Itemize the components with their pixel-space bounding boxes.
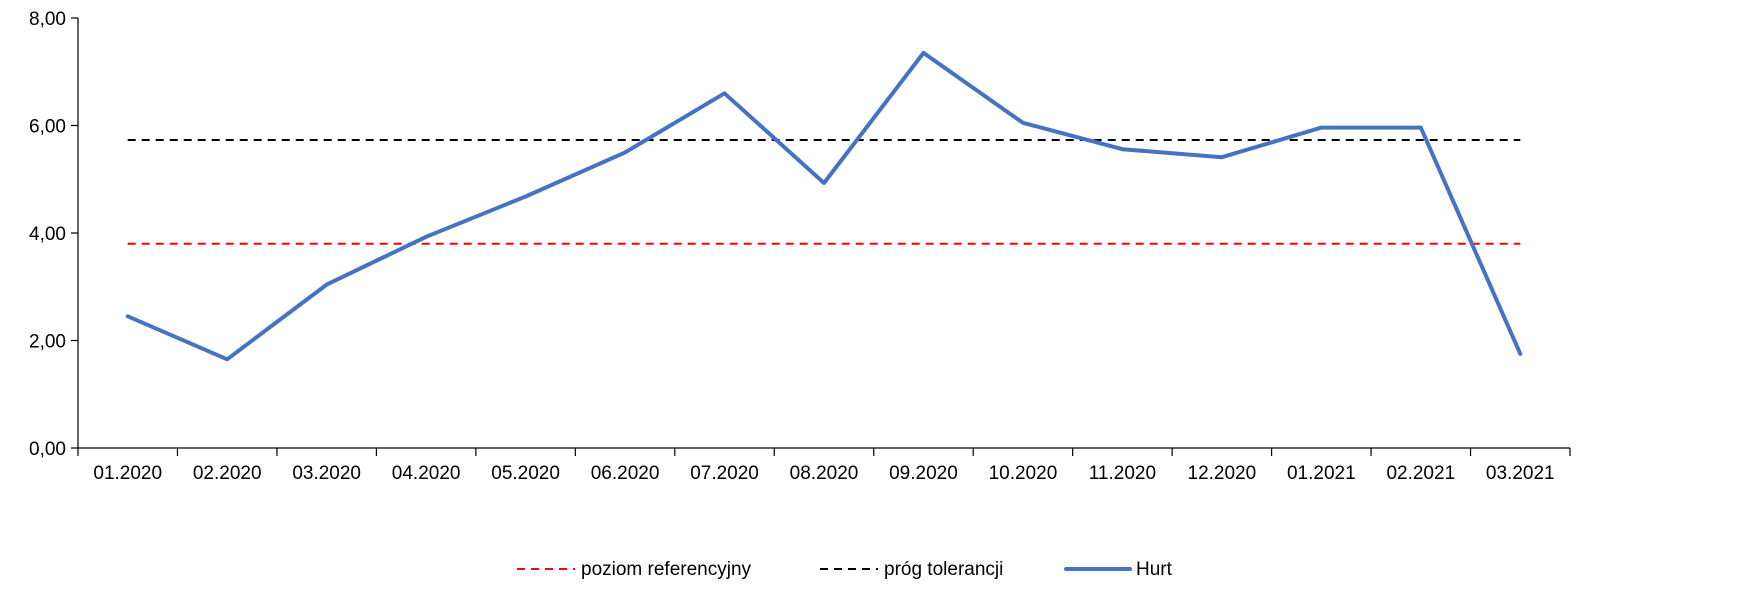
y-tick-label: 2,00 <box>29 332 66 353</box>
x-tick-label: 01.2020 <box>93 463 162 484</box>
y-tick-label: 8,00 <box>29 9 66 30</box>
y-tick-label: 0,00 <box>29 439 66 460</box>
x-tick-label: 03.2021 <box>1486 463 1555 484</box>
x-tick-label: 10.2020 <box>989 463 1058 484</box>
x-tick-label: 09.2020 <box>889 463 958 484</box>
legend-label-1: próg tolerancji <box>884 559 1003 580</box>
x-tick-label: 12.2020 <box>1188 463 1257 484</box>
axes: 0,00 2,00 4,00 6,00 8,00 01.2020 02.2020 03.202… <box>29 9 1571 484</box>
series-layer <box>125 50 1523 362</box>
x-tick-label: 03.2020 <box>292 463 361 484</box>
legend-label-2: Hurt <box>1136 559 1173 580</box>
x-tick-label: 05.2020 <box>491 463 560 484</box>
x-tick-label: 02.2020 <box>193 463 262 484</box>
x-tick-label: 07.2020 <box>690 463 759 484</box>
x-tick-label: 04.2020 <box>392 463 461 484</box>
x-tick-label: 06.2020 <box>591 463 660 484</box>
x-tick-label: 01.2021 <box>1287 463 1356 484</box>
x-tick-label: 02.2021 <box>1386 463 1455 484</box>
x-tick-label: 11.2020 <box>1089 463 1156 484</box>
legend: poziom referencyjny próg tolerancji Hurt <box>517 559 1173 580</box>
legend-label-0: poziom referencyjny <box>581 559 752 580</box>
series-line-2 <box>125 50 1523 362</box>
y-tick-label: 6,00 <box>29 117 66 138</box>
x-tick-label: 08.2020 <box>790 463 859 484</box>
y-tick-label: 4,00 <box>29 224 66 245</box>
